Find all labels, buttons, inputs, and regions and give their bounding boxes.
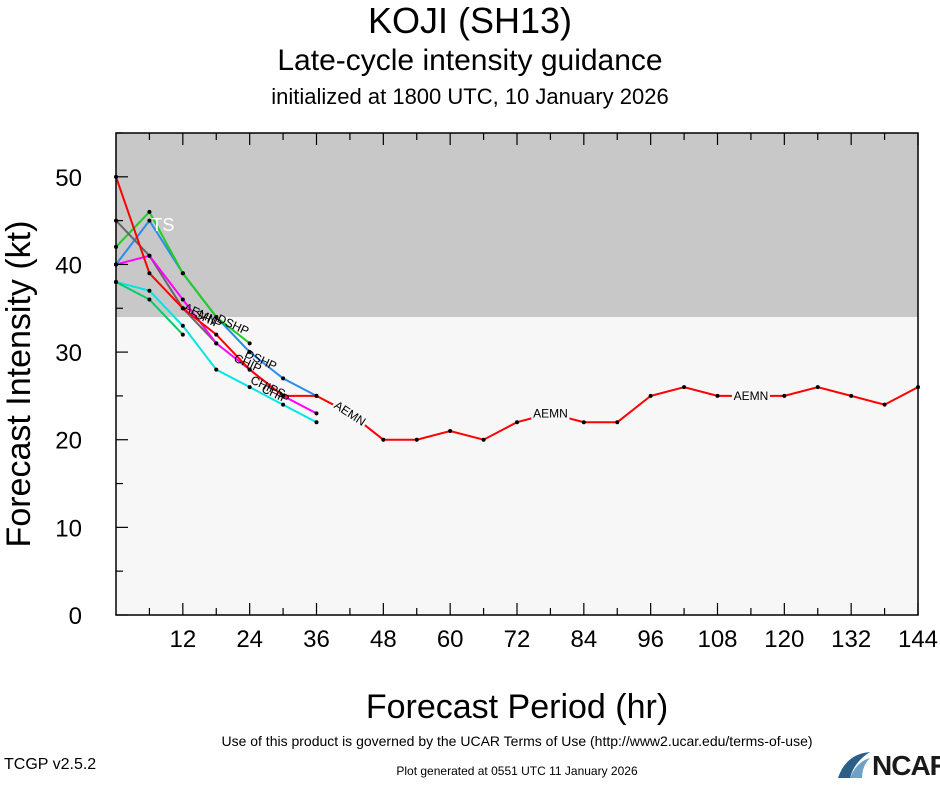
data-point [615,420,620,425]
x-tick-label: 108 [697,626,737,653]
data-point [147,288,152,293]
data-point [314,411,319,416]
data-point [281,402,286,407]
data-point [882,402,887,407]
generated-timestamp: Plot generated at 0551 UTC 11 January 20… [396,764,638,778]
data-point [849,393,854,398]
series-label: AEMN [533,406,568,420]
ncar-logo-icon [838,752,870,778]
data-point [247,350,252,355]
data-point [247,341,252,346]
data-point [414,437,419,442]
x-axis-label: Forecast Period (hr) [366,688,668,726]
data-point [581,420,586,425]
data-point [247,367,252,372]
data-point [214,315,219,320]
data-point [214,341,219,346]
data-point [481,437,486,442]
data-point [180,323,185,328]
x-tick-label: 72 [504,626,531,653]
data-point [782,393,787,398]
x-tick-label: 84 [570,626,597,653]
y-tick-label: 20 [55,428,82,455]
data-point [715,393,720,398]
x-tick-label: 60 [437,626,464,653]
data-point [180,297,185,302]
data-point [515,420,519,425]
ts-band-label: TS [151,215,174,235]
series-line [115,219,218,344]
x-tick-label: 12 [169,626,196,653]
data-point [247,385,252,390]
series-label: AEMN [734,389,769,403]
y-tick-label: 40 [55,252,82,279]
chart-title: KOJI (SH13) [367,0,573,41]
data-point [314,393,319,398]
ts-threshold-band [116,133,918,318]
chart-subtitle: Late-cycle intensity guidance [277,44,663,77]
terms-of-use-text: Use of this product is governed by the U… [221,733,813,749]
data-point [682,385,687,390]
data-point [281,393,286,398]
data-point [214,332,219,337]
y-tick-label: 10 [55,515,82,542]
data-point [281,376,286,381]
series-label-bg [731,388,770,403]
data-point [180,332,185,337]
version-label: TCGP v2.5.2 [4,756,97,773]
x-tick-label: 144 [898,626,938,653]
data-point [381,437,386,442]
x-tick-label: 24 [236,626,263,653]
x-tick-label: 96 [637,626,664,653]
init-time: initialized at 1800 UTC, 10 January 2026 [271,84,669,109]
data-point [448,428,453,433]
data-point [180,306,185,311]
x-tick-label: 36 [303,626,330,653]
y-tick-label: 0 [69,603,82,630]
ncar-logo-text: NCAR [872,750,940,781]
y-axis-label: Forecast Intensity (kt) [0,221,38,548]
data-point [815,385,820,390]
data-point [147,271,152,276]
data-point [214,367,219,372]
data-point [147,297,152,302]
data-point [180,271,185,276]
series-label-bg [330,397,370,430]
x-tick-label: 132 [831,626,871,653]
y-tick-label: 30 [55,340,82,367]
x-tick-label: 48 [370,626,397,653]
x-tick-label: 120 [764,626,804,653]
data-point [314,420,319,425]
ncar-logo: NCAR [836,750,940,781]
data-point [648,393,653,398]
data-point [147,218,152,223]
data-point [147,209,152,214]
y-tick-label: 50 [55,165,82,192]
data-point [147,253,152,258]
series-label-bg [531,406,570,421]
